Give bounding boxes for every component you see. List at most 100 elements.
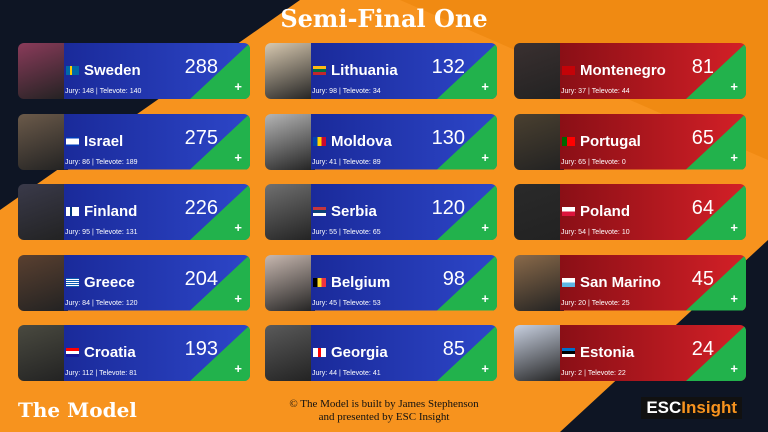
televote-points: 131 xyxy=(125,229,138,236)
televote-points: 65 xyxy=(372,229,381,236)
panel xyxy=(64,184,250,240)
televote-label: Televote: xyxy=(591,158,620,166)
flag xyxy=(66,207,79,216)
panel xyxy=(64,254,250,311)
televote-points: 41 xyxy=(372,370,381,377)
vote-detail: Jury: 148 | Televote: 140 xyxy=(65,88,143,95)
total-score: 45 xyxy=(691,267,714,290)
vote-detail: Jury: 98 | Televote: 34 xyxy=(312,88,383,95)
total-score: 226 xyxy=(184,197,218,219)
expand-button[interactable]: + xyxy=(730,290,738,306)
vote-detail: Jury: 55 | Televote: 65 xyxy=(312,229,383,236)
televote-points: 81 xyxy=(129,370,137,377)
vote-detail: Jury: 86 | Televote: 189 xyxy=(65,159,140,166)
entry-card: Portugal 65 Jury: 65 | Televote: 0 + xyxy=(514,113,746,170)
expand-button[interactable]: + xyxy=(481,361,489,376)
total-score: 132 xyxy=(431,56,465,78)
separator: | xyxy=(338,229,341,236)
televote-label: Televote: xyxy=(342,229,371,236)
expand-button[interactable]: + xyxy=(481,149,489,165)
jury-label: Jury: xyxy=(65,370,81,377)
panel xyxy=(311,325,497,381)
entry-card: San Marino 45 Jury: 20 | Televote: 25 + xyxy=(514,254,746,311)
jury-points: 37 xyxy=(578,88,586,95)
entry-card: Croatia 193 Jury: 112 | Televote: 81 + xyxy=(18,325,250,381)
jury-points: 55 xyxy=(329,229,337,236)
televote-label: Televote: xyxy=(99,88,128,95)
country-name: Poland xyxy=(580,203,631,220)
panel xyxy=(311,254,497,311)
photo xyxy=(514,113,564,170)
total-score: 64 xyxy=(691,197,714,219)
flag xyxy=(562,136,575,146)
total-score: 193 xyxy=(184,338,218,360)
credit: © The Model is built by James Stephenson… xyxy=(250,398,518,424)
separator: | xyxy=(338,158,341,166)
expand-button[interactable]: + xyxy=(234,220,242,235)
separator: | xyxy=(338,88,341,95)
expand-button[interactable]: + xyxy=(234,149,242,165)
expand-button[interactable]: + xyxy=(234,79,242,94)
flag xyxy=(562,277,575,287)
entry-card: Lithuania 132 Jury: 98 | Televote: 34 + xyxy=(265,43,497,99)
separator: | xyxy=(95,88,98,95)
jury-points: 84 xyxy=(82,299,90,307)
expand-button[interactable]: + xyxy=(481,220,489,235)
vote-detail: Jury: 54 | Televote: 10 xyxy=(561,229,632,236)
jury-points: 98 xyxy=(329,88,337,95)
total-score: 130 xyxy=(431,126,465,149)
jury-label: Jury: xyxy=(561,370,577,377)
separator: | xyxy=(587,229,590,236)
country-name: Portugal xyxy=(580,132,641,150)
country-name: Israel xyxy=(84,132,124,150)
flag xyxy=(313,348,326,357)
separator: | xyxy=(587,299,590,307)
entry-card: Finland 226 Jury: 95 | Televote: 131 + xyxy=(18,184,250,240)
credit-line: © The Model is built by James Stephenson xyxy=(289,398,479,410)
expand-button[interactable]: + xyxy=(730,361,738,376)
expand-button[interactable]: + xyxy=(234,290,242,306)
panel xyxy=(560,325,746,381)
separator: | xyxy=(95,370,98,377)
panel xyxy=(560,113,746,170)
entry-card: Estonia 24 Jury: 2 | Televote: 22 + xyxy=(514,325,746,381)
vote-detail: Jury: 20 | Televote: 25 xyxy=(561,300,632,307)
jury-label: Jury: xyxy=(65,158,81,166)
jury-label: Jury: xyxy=(561,229,577,236)
country-name: Greece xyxy=(84,273,135,291)
expand-button[interactable]: + xyxy=(730,79,738,94)
country-name: San Marino xyxy=(580,273,661,291)
expand-button[interactable]: + xyxy=(234,361,242,376)
photo xyxy=(514,325,564,381)
photo xyxy=(265,113,315,170)
photo xyxy=(18,43,68,99)
televote-points: 22 xyxy=(617,370,626,377)
televote-points: 189 xyxy=(125,158,138,166)
televote-points: 140 xyxy=(129,88,142,95)
expand-button[interactable]: + xyxy=(481,290,489,306)
separator: | xyxy=(91,158,94,166)
panel xyxy=(311,43,497,99)
televote-points: 25 xyxy=(621,299,630,307)
vote-detail: Jury: 44 | Televote: 41 xyxy=(312,370,383,377)
jury-points: 112 xyxy=(82,370,94,377)
flag xyxy=(313,136,326,146)
expand-button[interactable]: + xyxy=(481,79,489,94)
jury-points: 86 xyxy=(82,158,90,166)
flag xyxy=(313,207,326,216)
flag xyxy=(66,66,79,75)
photo xyxy=(514,43,564,99)
country-name: Sweden xyxy=(84,62,141,79)
total-score: 81 xyxy=(691,56,714,78)
expand-button[interactable]: + xyxy=(730,149,738,165)
jury-points: 65 xyxy=(578,158,586,166)
vote-detail: Jury: 2 | Televote: 22 xyxy=(561,370,628,377)
jury-label: Jury: xyxy=(65,229,81,236)
photo xyxy=(265,254,315,311)
entry-card: Georgia 85 Jury: 44 | Televote: 41 + xyxy=(265,325,497,381)
footer-left: The Model xyxy=(18,398,137,422)
expand-button[interactable]: + xyxy=(730,220,738,235)
panel xyxy=(311,184,497,240)
title: Semi-Final One xyxy=(280,4,488,33)
televote-label: Televote: xyxy=(591,229,620,236)
